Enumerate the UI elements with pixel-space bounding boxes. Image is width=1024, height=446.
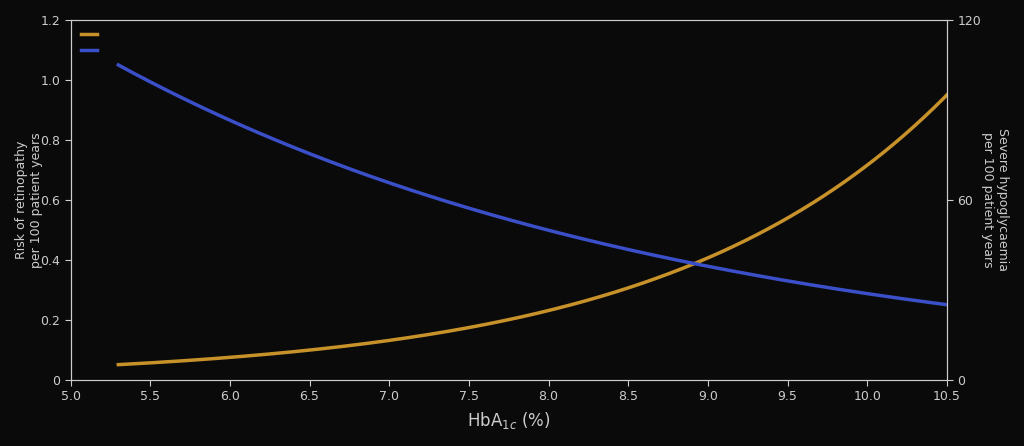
X-axis label: HbA$_{1c}$ (%): HbA$_{1c}$ (%): [467, 410, 551, 431]
Y-axis label: Severe hypoglycaemia
per 100 patient years: Severe hypoglycaemia per 100 patient yea…: [981, 128, 1009, 271]
Y-axis label: Risk of retinopathy
per 100 patient years: Risk of retinopathy per 100 patient year…: [15, 132, 43, 268]
Legend: , : ,: [76, 25, 111, 60]
